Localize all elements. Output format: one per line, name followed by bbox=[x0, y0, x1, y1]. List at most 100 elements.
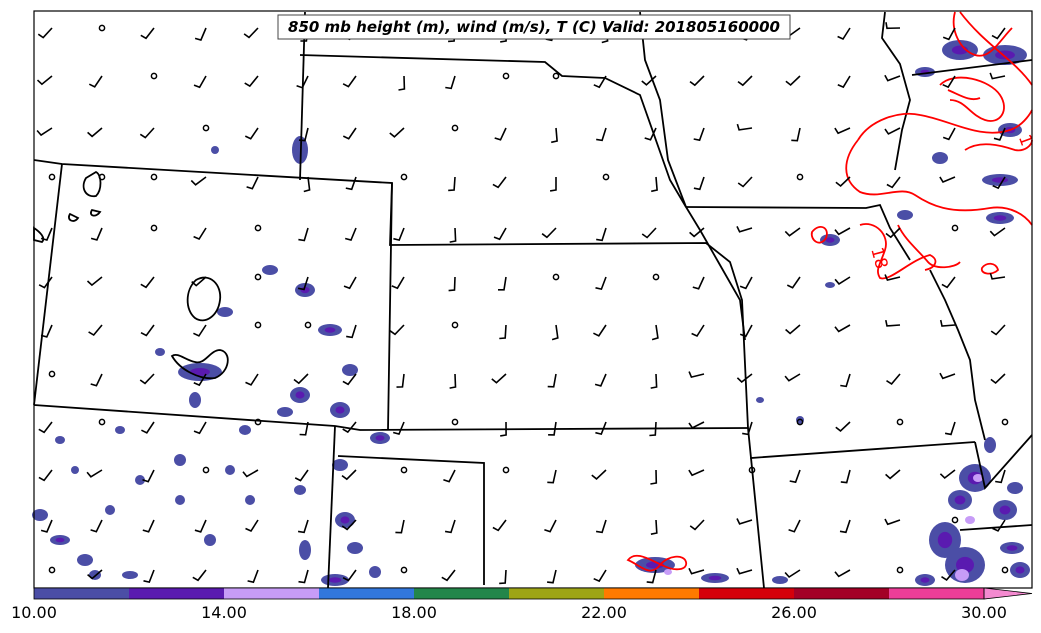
wind-barb bbox=[448, 176, 456, 192]
wind-barb bbox=[989, 272, 1006, 280]
wind-barb bbox=[38, 469, 53, 482]
wind-barb bbox=[885, 227, 901, 239]
calm-wind-circle bbox=[451, 418, 459, 426]
shaded-cell-core bbox=[954, 495, 966, 505]
wind-barb bbox=[396, 373, 405, 388]
calm-wind-circle bbox=[98, 24, 106, 32]
shaded-cell bbox=[105, 505, 115, 515]
wind-barb bbox=[942, 75, 956, 89]
wind-barb bbox=[342, 127, 357, 140]
wind-barb bbox=[342, 373, 357, 386]
shaded-cell-core bbox=[956, 556, 974, 574]
calm-wind-circle bbox=[451, 124, 459, 132]
shaded-cell-core bbox=[937, 531, 953, 549]
wind-barb bbox=[837, 75, 851, 89]
wind-barb bbox=[939, 319, 956, 327]
colorbar-segment bbox=[224, 588, 320, 599]
wind-barb bbox=[989, 72, 1006, 80]
wind-barb bbox=[689, 519, 705, 531]
wind-barb bbox=[443, 469, 456, 483]
wind-barb bbox=[389, 324, 405, 336]
shaded-cell bbox=[225, 465, 235, 475]
calm-wind-circle bbox=[254, 321, 262, 329]
wind-barb bbox=[939, 372, 956, 380]
wind-barb bbox=[90, 519, 103, 533]
colorbar-border bbox=[33, 587, 985, 600]
calm-wind-circle bbox=[502, 466, 510, 474]
wind-barb bbox=[884, 127, 901, 135]
wind-barb bbox=[88, 324, 103, 337]
colorbar-segment bbox=[34, 588, 130, 599]
wind-barb bbox=[445, 75, 456, 90]
calm-wind-circle bbox=[951, 224, 959, 232]
shaded-cell bbox=[155, 348, 165, 356]
wind-barb bbox=[544, 519, 557, 533]
wind-barb bbox=[193, 75, 207, 89]
wind-barb bbox=[398, 75, 406, 91]
wind-barb bbox=[650, 373, 658, 389]
shaded-cell-core bbox=[920, 577, 930, 583]
wind-barb bbox=[547, 569, 557, 584]
wind-barb bbox=[491, 373, 507, 384]
shaded-cell bbox=[1007, 482, 1023, 494]
wind-barb bbox=[834, 227, 851, 236]
shaded-cell bbox=[772, 576, 788, 584]
wind-barb bbox=[939, 469, 956, 480]
calm-wind-circle bbox=[254, 273, 262, 281]
wind-barb bbox=[499, 569, 507, 585]
wind-barb bbox=[641, 75, 657, 86]
calm-wind-circle bbox=[150, 173, 158, 181]
wind-barb bbox=[691, 324, 705, 338]
wind-barb bbox=[991, 27, 1006, 40]
calm-wind-circle bbox=[150, 72, 158, 80]
shaded-cell bbox=[189, 392, 201, 408]
wind-barb bbox=[194, 27, 207, 41]
wind-barb bbox=[992, 519, 1006, 532]
calm-wind-circle bbox=[400, 173, 408, 181]
wind-barb bbox=[193, 324, 207, 337]
wind-barb bbox=[190, 176, 207, 186]
shaded-cell bbox=[217, 307, 233, 317]
wind-barb bbox=[194, 519, 207, 533]
wind-barb bbox=[840, 373, 851, 388]
wind-barb bbox=[246, 176, 259, 190]
shaded-cell bbox=[71, 466, 79, 474]
shaded-cell bbox=[277, 407, 293, 417]
shaded-cell bbox=[204, 534, 216, 546]
wind-barb bbox=[736, 518, 753, 525]
calm-wind-circle bbox=[552, 273, 560, 281]
shaded-cell bbox=[332, 459, 348, 471]
wind-barb bbox=[40, 519, 53, 533]
wind-barb bbox=[688, 421, 705, 429]
shaded-cell-core bbox=[295, 391, 305, 399]
wind-barb bbox=[242, 469, 259, 478]
shaded-cell bbox=[32, 509, 48, 521]
shaded-cell bbox=[262, 265, 278, 275]
wind-barb bbox=[737, 75, 753, 87]
wind-barb bbox=[343, 276, 357, 290]
wind-barb bbox=[294, 469, 309, 482]
wind-barb bbox=[646, 569, 657, 584]
wind-barb bbox=[37, 27, 53, 39]
wind-barb bbox=[784, 227, 801, 237]
wind-barb bbox=[993, 127, 1006, 141]
shaded-cell bbox=[135, 475, 145, 485]
wind-barb bbox=[500, 421, 507, 437]
wind-barb bbox=[140, 324, 155, 337]
wind-barb bbox=[342, 421, 357, 434]
wind-barb bbox=[499, 324, 507, 340]
calm-wind-circle bbox=[98, 173, 106, 181]
state-boundaries bbox=[33, 11, 1033, 589]
calm-wind-circle bbox=[502, 72, 510, 80]
wind-barb bbox=[38, 421, 53, 434]
wind-barb bbox=[551, 324, 559, 341]
wind-barb bbox=[296, 75, 309, 89]
wind-barb bbox=[834, 324, 851, 333]
wind-barb bbox=[191, 276, 207, 287]
colorbar-tick-label: 14.00 bbox=[201, 603, 247, 622]
wind-barb bbox=[789, 469, 801, 484]
wind-barb bbox=[395, 519, 405, 534]
wind-barb bbox=[650, 519, 658, 535]
wind-barb bbox=[40, 227, 53, 241]
wind-barb bbox=[140, 27, 155, 40]
